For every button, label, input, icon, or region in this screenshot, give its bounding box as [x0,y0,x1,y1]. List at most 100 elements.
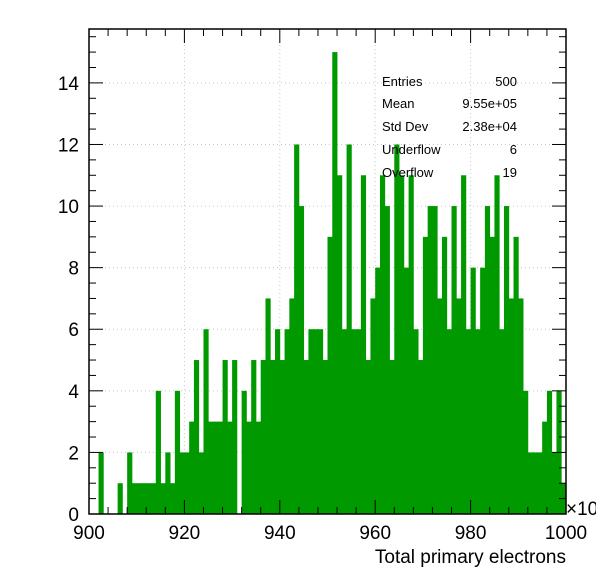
histogram-bar [508,298,514,514]
histogram-bar [461,175,467,514]
histogram-bar [184,452,190,514]
histogram-bar [379,175,386,514]
histogram-bar [332,52,338,514]
y-tick-label-2: 4 [68,382,79,403]
histogram-bar [446,329,452,514]
stats-underflow-label: Underflow [382,142,441,157]
histogram-bar [127,452,133,514]
histogram-bar [399,175,405,514]
histogram-bar [308,329,314,514]
histogram-bar [441,236,448,514]
histogram-bar [155,390,161,514]
histogram-bar [222,360,228,514]
histogram-bar [246,421,252,514]
x-tick-label-2: 940 [264,523,296,544]
histogram-bar [313,329,319,514]
histogram-bar [270,360,276,514]
histogram-bar [203,329,209,514]
histogram-bar [131,483,138,514]
histogram-bar [484,206,491,515]
histogram-bar [322,360,328,514]
histogram-bar [384,206,390,515]
y-tick-labels: 0 2 4 6 8 10 12 14 [58,74,80,526]
histogram-bar [356,329,362,514]
x-axis-title: Total primary electrons [375,547,566,568]
histogram-bar [437,298,443,514]
histogram-bar [327,236,333,514]
x-tick-label-5: 1000 [545,523,587,544]
histogram-bar [546,390,553,514]
x-exponent-label: ×10 [566,499,596,520]
histogram-bar [456,298,462,514]
histogram-bar [432,206,438,515]
histogram-bar [551,452,557,514]
histogram-bar [494,175,500,514]
histogram-bar [174,390,181,514]
histogram-bar [341,329,347,514]
histogram-bar [298,206,305,515]
histogram-bar [351,329,357,514]
stats-entries-label: Entries [382,74,423,89]
histogram-bar [227,421,233,514]
histogram-bar [389,360,395,514]
histogram-bar [151,483,157,514]
stats-overflow-value: 19 [503,165,517,180]
histogram-bar [480,267,486,514]
y-tick-label-1: 2 [68,443,79,464]
histogram-bar [532,452,538,514]
histogram-bar [465,329,471,514]
histogram-bar [370,298,376,514]
plot-frame [88,28,567,515]
histogram-bar [160,483,166,514]
y-tick-label-5: 10 [58,197,79,218]
histogram-bar [403,267,409,514]
histogram-bar [523,390,529,514]
y-tick-label-0: 0 [68,505,79,526]
x-tick-label-0: 900 [73,523,105,544]
histogram-bar [413,329,419,514]
histogram-bar [193,360,200,514]
stats-std-label: Std Dev [382,119,429,134]
y-tick-label-6: 12 [58,135,79,156]
histogram-bar [360,175,367,514]
histogram-bar [141,483,147,514]
histogram-bar [513,236,519,514]
histogram-bar [527,452,534,514]
histogram-bar [251,360,257,514]
stats-mean-value: 9.55e+05 [462,96,517,111]
axis-ticks [88,29,567,515]
histogram-bar [518,298,524,514]
histogram-bar [503,206,510,515]
histogram-bar [451,206,457,515]
histogram-bar [375,267,381,514]
stats-mean-label: Mean [382,96,415,111]
histogram-bar [303,360,309,514]
x-tick-label-1: 920 [169,523,201,544]
histogram-bar [317,329,324,514]
stats-underflow-value: 6 [510,142,517,157]
histogram-bar [241,390,247,514]
histogram-bar [208,421,214,514]
histogram-bar [284,329,290,514]
histogram-bar [475,329,481,514]
x-tick-label-3: 960 [359,523,391,544]
histogram-bar [537,452,543,514]
histogram-bar [422,236,429,514]
histogram-bar [542,421,548,514]
histogram-bar [265,298,271,514]
histogram-bar [189,421,195,514]
histogram-bar [427,206,433,515]
histogram-bar [255,421,262,514]
histogram-bar [337,175,343,514]
histogram-bar [279,360,285,514]
histogram-bar [499,329,505,514]
histogram-bar [179,452,185,514]
histogram-bar [489,236,495,514]
stats-box: Entries 500 Mean 9.55e+05 Std Dev 2.38e+… [382,74,517,180]
x-tick-labels: 900 920 940 960 980 1000 [73,523,587,544]
histogram-bar [346,144,352,514]
histogram-bar [408,175,414,514]
histogram-bar [217,421,223,514]
histogram-bar [136,483,142,514]
